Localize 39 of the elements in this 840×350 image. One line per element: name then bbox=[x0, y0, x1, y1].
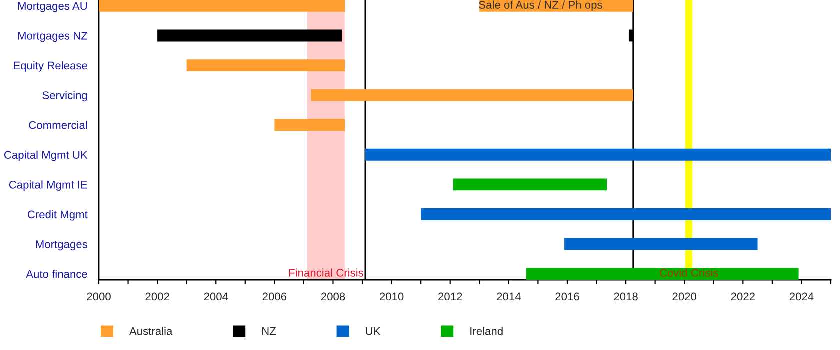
x-tick-label: 2016 bbox=[556, 292, 580, 301]
x-tick-label: 2014 bbox=[497, 292, 521, 301]
x-tick-label: 2002 bbox=[146, 292, 170, 301]
y-tick-label: Equity Release bbox=[14, 62, 88, 72]
x-tick-label: 2020 bbox=[672, 292, 697, 301]
bar bbox=[421, 208, 831, 220]
y-tick-label: Auto finance bbox=[26, 270, 88, 278]
bar bbox=[564, 238, 758, 250]
legend-label: NZ bbox=[262, 328, 276, 336]
bar bbox=[526, 268, 799, 280]
bar bbox=[158, 30, 342, 42]
y-tick-label: Mortgages bbox=[36, 240, 88, 251]
x-tick-label: 2004 bbox=[204, 292, 228, 301]
y-tick-label: Capital Mgmt IE bbox=[9, 180, 88, 192]
x-tick-label: 2006 bbox=[262, 292, 287, 301]
bar bbox=[453, 178, 608, 191]
y-tick-label: Mortgages NZ bbox=[18, 32, 88, 42]
y-tick-label: Commercial bbox=[29, 121, 88, 130]
bar bbox=[99, 0, 345, 12]
bar bbox=[311, 89, 634, 102]
x-tick-label: 2018 bbox=[614, 292, 638, 301]
bar bbox=[274, 119, 345, 132]
y-tick-label: Mortgages AU bbox=[18, 2, 88, 12]
x-tick-label: 2012 bbox=[438, 292, 462, 301]
band-label: Covid Crisis bbox=[660, 268, 718, 277]
x-tick-label: 2022 bbox=[731, 292, 755, 301]
x-tick-label: 2008 bbox=[321, 292, 346, 301]
band-label: Financial Crisis bbox=[289, 268, 364, 277]
legend-label: UK bbox=[366, 328, 381, 336]
bar bbox=[186, 60, 345, 72]
bar bbox=[365, 148, 831, 161]
x-tick-label: 2010 bbox=[380, 292, 404, 301]
y-tick-label: Capital Mgmt UK bbox=[4, 150, 88, 162]
legend-label: Australia bbox=[129, 327, 173, 336]
legend-label: Ireland bbox=[470, 327, 503, 336]
x-tick-label: 2024 bbox=[790, 292, 814, 301]
y-tick-label: Credit Mgmt bbox=[28, 210, 88, 221]
x-tick-label: 2000 bbox=[87, 292, 111, 301]
y-tick-label: Servicing bbox=[42, 91, 88, 102]
